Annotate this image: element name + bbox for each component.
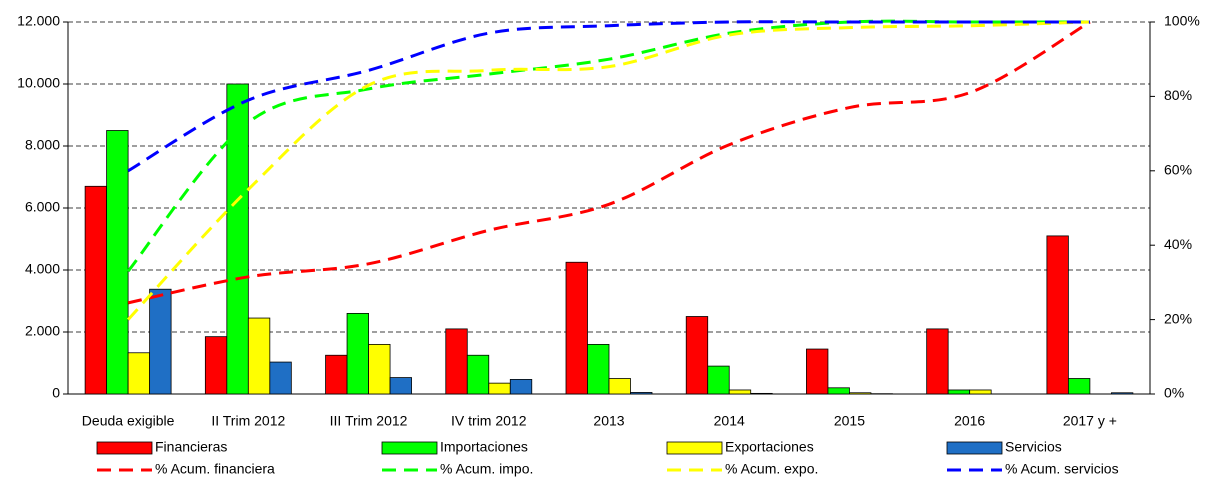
x-tick-label: II Trim 2012 <box>211 413 285 429</box>
legend-swatch <box>382 442 437 454</box>
legend-label: % Acum. impo. <box>440 461 533 477</box>
bar <box>369 344 391 394</box>
legend-label: % Acum. servicios <box>1005 461 1119 477</box>
x-tick-label: 2013 <box>593 413 624 429</box>
bar <box>970 390 992 394</box>
y-tick-label: 4.000 <box>25 261 60 277</box>
y2-tick-label: 80% <box>1164 87 1192 103</box>
bar <box>270 362 292 394</box>
bar <box>566 262 588 394</box>
x-tick-label: IV trim 2012 <box>451 413 527 429</box>
bar <box>326 355 348 394</box>
y-tick-label: 6.000 <box>25 199 60 215</box>
x-tick-label: Deuda exigible <box>82 413 175 429</box>
legend-label: Financieras <box>155 439 227 455</box>
y-tick-label: 10.000 <box>17 75 60 91</box>
line <box>128 22 1090 303</box>
y-tick-label: 12.000 <box>17 13 60 29</box>
x-tick-label: 2016 <box>954 413 985 429</box>
x-tick-label: 2015 <box>834 413 865 429</box>
bar <box>751 393 773 394</box>
bar <box>948 390 970 394</box>
bar <box>1068 379 1090 395</box>
bar <box>708 366 730 394</box>
legend-swatch <box>667 442 722 454</box>
line <box>128 22 1090 171</box>
legend-label: % Acum. expo. <box>725 461 818 477</box>
bar <box>729 390 751 394</box>
bar <box>927 329 949 394</box>
bar <box>588 344 610 394</box>
x-tick-label: 2014 <box>714 413 745 429</box>
legend-label: % Acum. financiera <box>155 461 275 477</box>
bar <box>248 318 269 394</box>
line <box>128 22 1090 320</box>
x-tick-label: 2017 y + <box>1063 413 1117 429</box>
bar <box>510 379 532 394</box>
bar <box>107 131 129 395</box>
legend-swatch <box>97 442 152 454</box>
bar <box>150 289 172 394</box>
bar <box>489 383 511 394</box>
bar <box>686 317 708 395</box>
y2-tick-label: 0% <box>1164 385 1184 401</box>
bar <box>205 337 227 394</box>
y-tick-label: 2.000 <box>25 323 60 339</box>
bar <box>446 329 468 394</box>
bar <box>347 313 369 394</box>
y2-tick-label: 20% <box>1164 310 1192 326</box>
bar <box>849 393 871 394</box>
y-tick-label: 8.000 <box>25 137 60 153</box>
y-tick-label: 0 <box>52 385 60 401</box>
bar <box>631 392 653 394</box>
y2-tick-label: 60% <box>1164 162 1192 178</box>
bar <box>806 349 828 394</box>
bar <box>85 186 107 394</box>
bar <box>390 378 412 394</box>
y2-tick-label: 100% <box>1164 13 1200 29</box>
legend-label: Servicios <box>1005 439 1062 455</box>
legend-label: Exportaciones <box>725 439 814 455</box>
bar <box>467 355 489 394</box>
legend-label: Importaciones <box>440 439 528 455</box>
y2-tick-label: 40% <box>1164 236 1192 252</box>
legend-swatch <box>947 442 1002 454</box>
bar <box>828 388 850 394</box>
bar <box>1111 393 1133 394</box>
bar <box>1047 236 1069 394</box>
bar <box>609 379 631 395</box>
x-tick-label: III Trim 2012 <box>330 413 408 429</box>
bar <box>128 353 150 394</box>
